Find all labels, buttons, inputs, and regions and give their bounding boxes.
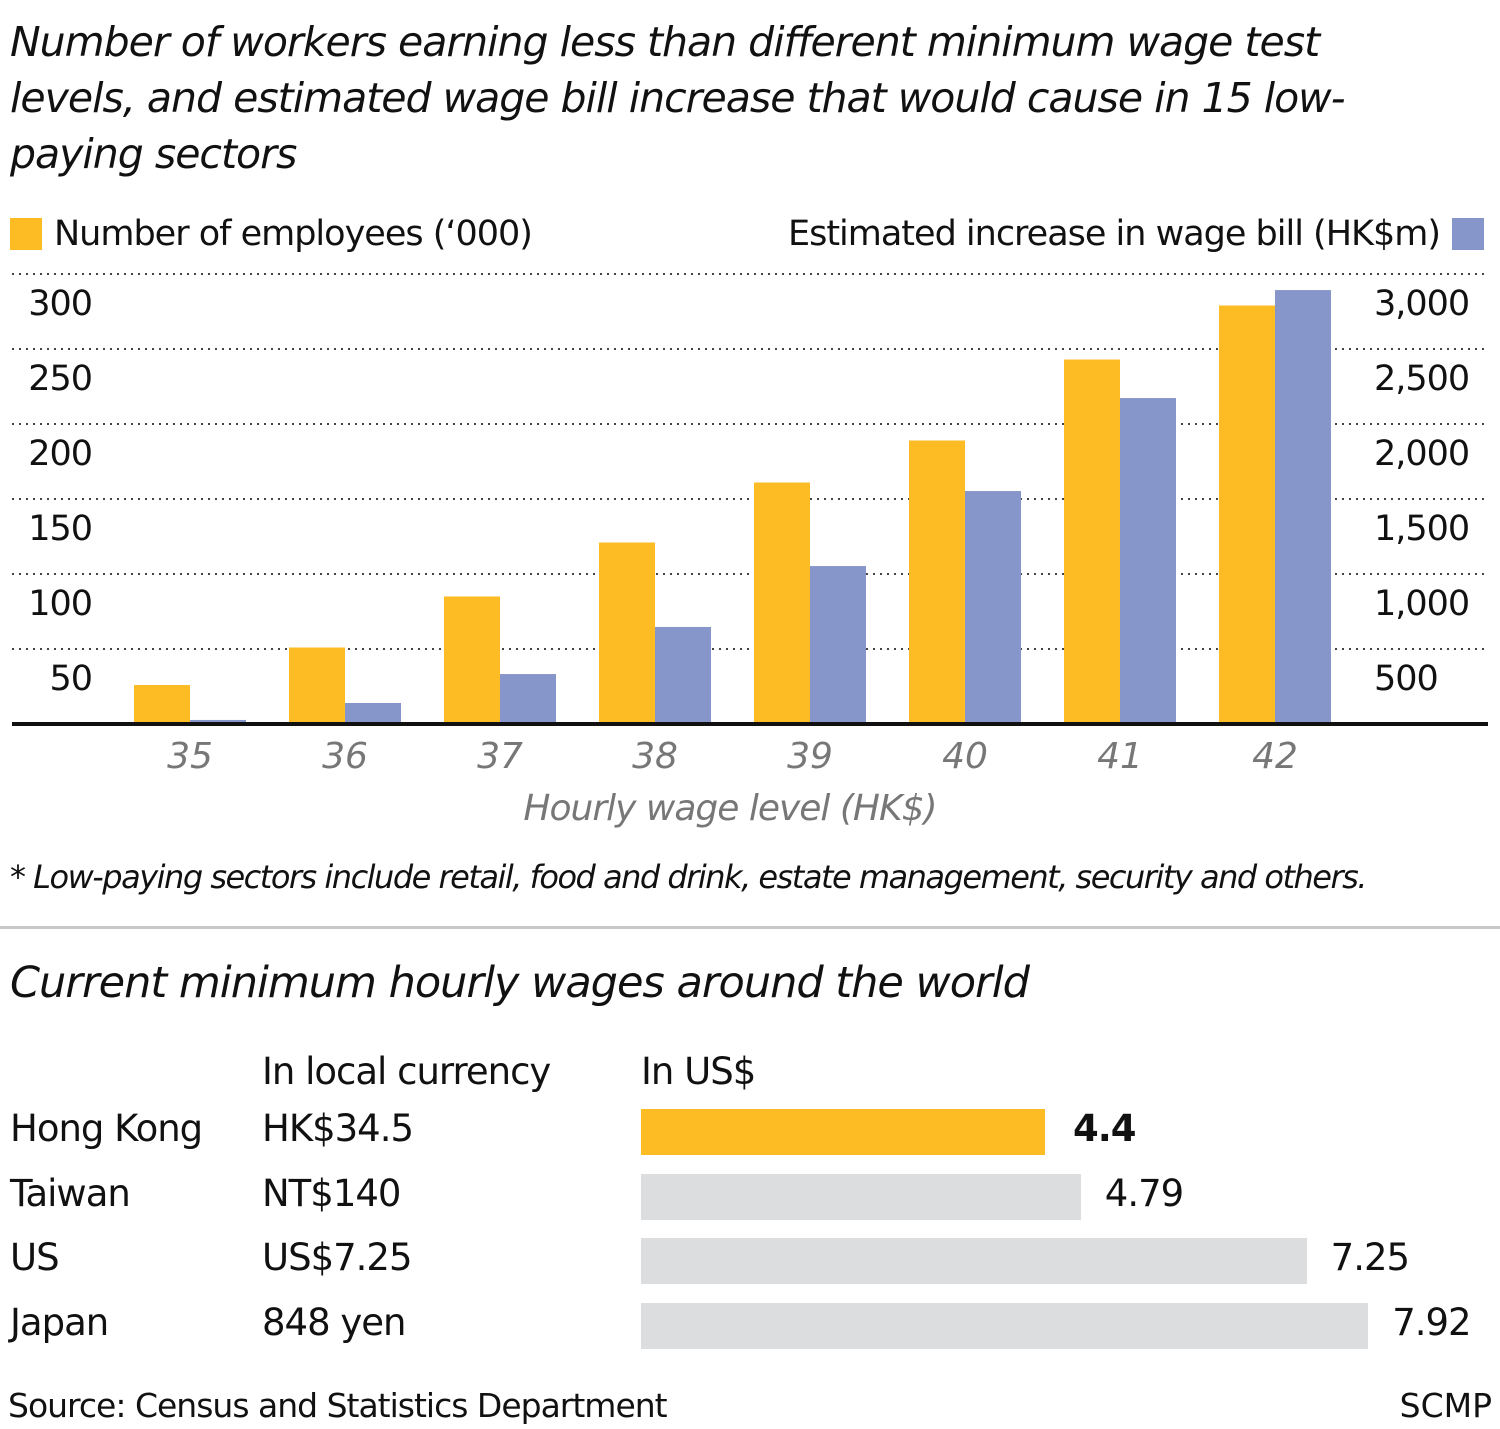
x-axis-label: Hourly wage level (HK$)	[523, 788, 937, 829]
bar-wage-bill	[1120, 398, 1176, 724]
country-label: Hong Kong	[10, 1107, 203, 1150]
usd-wage-value: 4.4	[1073, 1107, 1137, 1150]
legend-label: Estimated increase in wage bill (HK$m)	[787, 214, 1441, 254]
usd-wage-bar	[641, 1302, 1369, 1349]
country-label: Japan	[10, 1300, 109, 1344]
legend-employees: Number of employees (‘000)	[10, 214, 533, 254]
divider	[0, 926, 1500, 929]
left-y-tick-label: 250	[28, 359, 93, 399]
legend-wage-bill: Estimated increase in wage bill (HK$m)	[788, 214, 1484, 254]
right-y-tick-label: 3,000	[1374, 284, 1470, 324]
bar-employees	[289, 647, 345, 724]
left-y-tick-label: 50	[49, 659, 93, 699]
right-y-tick-label: 2,000	[1374, 434, 1470, 474]
x-tick-label: 36	[322, 736, 368, 777]
chart-title: Number of workers earning less than diff…	[10, 18, 1346, 178]
bar-wage-bill	[655, 626, 711, 724]
x-tick-label: 38	[632, 736, 678, 777]
bar-wage-bill	[345, 703, 401, 724]
right-y-tick-label: 500	[1374, 659, 1439, 699]
usd-wage-value: 7.25	[1330, 1236, 1410, 1279]
bar-wage-bill	[1275, 290, 1331, 724]
local-wage: US$7.25	[262, 1236, 412, 1279]
local-wage: HK$34.5	[262, 1107, 414, 1150]
legend-swatch-yellow	[10, 218, 42, 250]
usd-wage-value: 7.92	[1392, 1300, 1471, 1344]
x-tick-label: 37	[477, 736, 523, 777]
bar-employees	[444, 596, 500, 724]
footnote: * Low-paying sectors include retail, foo…	[10, 858, 1367, 896]
bar-employees	[599, 542, 655, 724]
x-tick-label: 39	[787, 736, 833, 777]
bar-wage-bill	[190, 719, 246, 724]
column-header-usd: In US$	[641, 1050, 756, 1093]
bar-employees	[1064, 359, 1120, 724]
brand-logo-text: SCMP	[1399, 1386, 1492, 1425]
bar-wage-bill	[500, 674, 556, 724]
right-y-tick-label: 1,000	[1374, 584, 1470, 624]
usd-wage-bar	[641, 1109, 1045, 1155]
left-y-tick-label: 200	[28, 434, 93, 474]
x-tick-label: 41	[1097, 736, 1143, 777]
bar-employees	[909, 440, 965, 724]
local-wage: NT$140	[262, 1171, 401, 1215]
bar-chart	[12, 273, 1488, 726]
right-y-tick-label: 1,500	[1374, 509, 1470, 549]
country-label: Taiwan	[10, 1171, 131, 1215]
bar-wage-bill	[965, 491, 1021, 724]
local-wage: 848 yen	[262, 1300, 406, 1344]
bar-wage-bill	[810, 566, 866, 724]
legend-label: Number of employees (‘000)	[54, 214, 533, 254]
right-y-tick-label: 2,500	[1374, 359, 1470, 399]
usd-wage-bar	[641, 1238, 1307, 1284]
x-tick-label: 35	[167, 736, 213, 777]
column-header-local: In local currency	[262, 1050, 551, 1093]
section-title: Current minimum hourly wages around the …	[10, 958, 1030, 1008]
usd-wage-value: 4.79	[1104, 1171, 1184, 1215]
bar-employees	[754, 482, 810, 724]
x-tick-label: 42	[1252, 736, 1298, 777]
left-y-tick-label: 100	[28, 584, 93, 624]
country-label: US	[10, 1236, 60, 1279]
bar-employees	[1219, 305, 1275, 724]
usd-wage-bar	[641, 1173, 1081, 1220]
left-y-tick-label: 150	[28, 509, 93, 549]
left-y-tick-label: 300	[28, 284, 93, 324]
source: Source: Census and Statistics Department	[8, 1386, 668, 1425]
x-tick-label: 40	[942, 736, 988, 777]
legend-swatch-blue	[1452, 218, 1484, 250]
bar-employees	[134, 685, 190, 724]
